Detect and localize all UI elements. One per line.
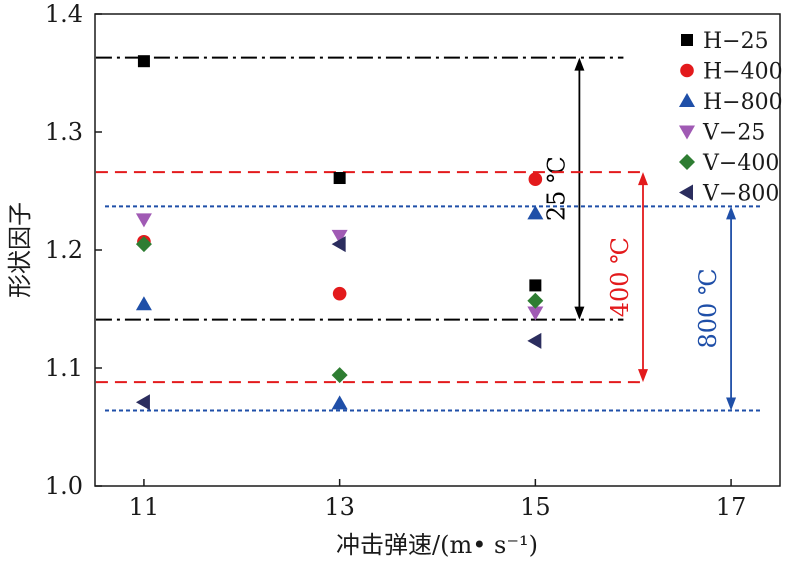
- series-points: [135, 236, 542, 411]
- marker-circle: [680, 63, 694, 78]
- marker-square: [333, 172, 346, 185]
- marker-triangle-left: [135, 394, 150, 411]
- range-arrowhead-up: [638, 172, 648, 186]
- marker-diamond: [331, 367, 348, 384]
- marker-triangle-up: [679, 93, 695, 107]
- x-axis-title: 冲击弹速/(m• s⁻¹): [336, 531, 538, 559]
- legend-label: H−400: [703, 60, 783, 85]
- plot-frame: [94, 13, 781, 487]
- range-label: 400 ℃: [606, 237, 634, 317]
- range-arrowhead-up: [726, 206, 737, 220]
- marker-square: [137, 55, 150, 68]
- marker-triangle-left: [331, 236, 346, 253]
- range-label: 800 ℃: [694, 268, 722, 348]
- range-label: 25 ℃: [542, 156, 570, 221]
- marker-diamond: [679, 154, 695, 170]
- y-tick-label: 1.0: [45, 472, 83, 500]
- marker-triangle-up: [331, 395, 348, 410]
- x-tick-label: 17: [716, 493, 747, 521]
- range-arrowhead-down: [574, 306, 585, 320]
- marker-triangle-left: [527, 332, 542, 349]
- series-points: [135, 205, 544, 410]
- marker-triangle-down: [331, 229, 348, 244]
- marker-triangle-down: [679, 125, 695, 140]
- data-points: [135, 55, 544, 411]
- marker-diamond: [527, 292, 544, 309]
- y-tick-label: 1.3: [45, 118, 83, 146]
- marker-triangle-down: [135, 213, 152, 228]
- marker-square: [529, 279, 542, 292]
- y-axis-title: 形状因子: [6, 202, 34, 298]
- y-tick-label: 1.1: [45, 354, 83, 382]
- x-tick-label: 13: [324, 493, 355, 521]
- range-arrowhead-down: [726, 397, 737, 411]
- legend-label: H−25: [703, 29, 769, 54]
- marker-triangle-left: [679, 184, 693, 201]
- marker-diamond: [135, 236, 152, 253]
- marker-circle: [528, 172, 543, 186]
- reference-ranges: 25 ℃ 400 ℃ 800 ℃: [95, 56, 761, 412]
- legend-label: V−25: [702, 121, 765, 146]
- marker-circle: [332, 286, 347, 301]
- legend-label: H−800: [703, 90, 783, 115]
- series-points: [135, 236, 544, 384]
- marker-triangle-down: [527, 306, 544, 321]
- marker-square: [681, 34, 693, 46]
- range-arrowhead-down: [638, 369, 648, 383]
- range-arrowhead-up: [574, 57, 585, 71]
- marker-triangle-up: [527, 205, 544, 220]
- legend-label: V−800: [702, 182, 779, 207]
- x-tick-label: 15: [520, 493, 551, 521]
- x-tick-label: 11: [129, 493, 160, 521]
- series-points: [137, 55, 542, 292]
- legend-label: V−400: [702, 151, 779, 176]
- y-tick-label: 1.4: [45, 0, 83, 28]
- series-points: [135, 213, 544, 321]
- y-tick-label: 1.2: [45, 236, 83, 264]
- marker-triangle-up: [135, 296, 152, 311]
- axis-ticks: 11 13 15 17 1.0 1.1 1.2 1.3 1.4: [45, 0, 747, 521]
- legend: H−25 H−400 H−800 V−25 V−400 V−800: [679, 29, 783, 207]
